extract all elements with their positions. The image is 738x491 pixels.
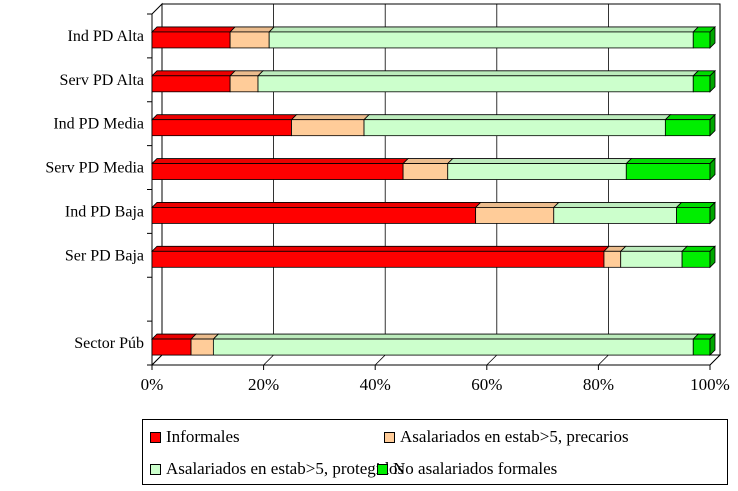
bar-serv-pd-alta-asalariados-en-estab-5-precarios [229,75,259,93]
y-tick-label-serv-pd-alta: Serv PD Alta [60,72,144,89]
legend-swatch-informales [150,431,161,443]
bar-ser-pd-baja-no-asalariados-formales [681,250,711,268]
bar-ind-pd-alta-asalariados-en-estab-5-protegidos-top [268,26,700,33]
bar-serv-pd-media-no-asalariados-formales-side [709,157,716,181]
x-tick-label-0: 0% [141,375,164,394]
bar-ind-pd-media-asalariados-en-estab-5-protegidos-top [363,114,672,121]
gridline-floor-60 [486,354,498,366]
bar-ind-pd-alta-informales [151,31,231,49]
bar-serv-pd-media-informales [151,163,404,180]
bar-ind-pd-media-no-asalariados-formales-side [709,113,716,137]
legend-item-precarios: Asalariados en estab>5, precarios [384,427,629,447]
bar-ind-pd-baja-asalariados-en-estab-5-protegidos-top [552,202,683,208]
bar-sector-p-b-asalariados-en-estab-5-protegidos-top [212,333,700,340]
bar-ind-pd-baja-asalariados-en-estab-5-precarios [475,207,555,224]
chart: 0% 20% 40% 60% 80% 100% Ind PD Alta Serv PD Alt… [45,2,730,394]
gridline-floor-100 [709,354,721,366]
bar-ind-pd-media-asalariados-en-estab-5-precarios [291,119,365,137]
bar-sector-p-b-asalariados-en-estab-5-precarios [190,338,214,356]
x-tick-label-20: 20% [248,375,279,394]
bar-ser-pd-baja-asalariados-en-estab-5-protegidos [620,250,683,268]
bar-ind-pd-media-asalariados-en-estab-5-protegidos [363,119,666,137]
legend-swatch-no-asalariados [377,463,388,475]
y-tick-label-ind-pd-baja: Ind PD Baja [65,203,144,220]
bar-ind-pd-baja-asalariados-en-estab-5-precarios-top [474,202,560,208]
x-tick-label-80: 80% [583,375,614,394]
bar-ser-pd-baja-informales-top [151,245,610,252]
bar-serv-pd-media-informales-top [151,158,410,164]
bar-ind-pd-baja-no-asalariados-formales-side [709,201,716,225]
bar-ind-pd-media-no-asalariados-formales [664,119,711,137]
bar-ind-pd-baja-informales [151,207,477,224]
bar-ind-pd-media-asalariados-en-estab-5-precarios-top [290,114,371,121]
bar-sector-p-b-no-asalariados-formales-side [709,333,716,357]
bar-ind-pd-alta-asalariados-en-estab-5-protegidos [268,31,694,49]
bar-ind-pd-baja-no-asalariados-formales [676,207,711,224]
bar-serv-pd-alta-informales-top [151,70,237,77]
bar-serv-pd-alta-asalariados-en-estab-5-protegidos-top [257,70,700,77]
plot-floor [150,354,722,366]
bar-ser-pd-baja-informales [151,250,605,268]
bar-ind-pd-media-informales-top [151,114,298,121]
bar-sector-p-b-no-asalariados-formales [692,338,711,356]
bar-sector-p-b-asalariados-en-estab-5-protegidos [212,338,694,356]
bar-serv-pd-media-asalariados-en-estab-5-protegidos [447,163,627,180]
bar-serv-pd-alta-no-asalariados-formales-side [709,69,716,93]
legend-label-no-asalariados: No asalariados formales [393,459,558,478]
bar-ind-pd-alta-informales-top [151,26,237,33]
bar-ser-pd-baja-asalariados-en-estab-5-protegidos-top [619,245,689,252]
legend-item-no-asalariados: No asalariados formales [377,459,557,479]
bar-serv-pd-media-no-asalariados-formales [625,163,711,180]
bar-ind-pd-alta-asalariados-en-estab-5-precarios [229,31,270,49]
bar-sector-p-b-informales-top [151,333,198,340]
y-tick-label-sector-p-b: Sector Púb [74,335,144,352]
bar-ind-pd-baja-asalariados-en-estab-5-protegidos [553,207,677,224]
bar-serv-pd-media-asalariados-en-estab-5-precarios-top [402,158,454,164]
bar-serv-pd-media-no-asalariados-formales-top [625,158,716,164]
bar-ind-pd-baja-informales-top [151,202,482,208]
y-tick-label-serv-pd-media: Serv PD Media [45,160,144,177]
bar-ser-pd-baja-no-asalariados-formales-side [709,245,716,269]
plot-side-wall [151,2,163,367]
legend-label-informales: Informales [166,427,240,446]
bar-ind-pd-alta-no-asalariados-formales-side [709,25,716,49]
bar-ind-pd-baja-no-asalariados-formales-top [675,202,716,208]
bar-serv-pd-alta-asalariados-en-estab-5-precarios-top [229,70,264,77]
bar-ind-pd-alta-asalariados-en-estab-5-precarios-top [229,26,276,33]
x-tick-label-100: 100% [690,375,730,394]
x-tick-label-60: 60% [471,375,502,394]
bar-serv-pd-media-asalariados-en-estab-5-protegidos-top [446,158,633,164]
gridline-floor-40 [374,354,386,366]
y-tick-label-ind-pd-alta: Ind PD Alta [68,28,144,45]
legend-item-protegidos: Asalariados en estab>5, protegidos [150,459,404,479]
y-tick-label-ser-pd-baja: Ser PD Baja [65,247,144,264]
bar-ind-pd-alta-no-asalariados-formales [692,31,711,49]
legend-label-protegidos: Asalariados en estab>5, protegidos [166,459,405,478]
bar-ser-pd-baja-no-asalariados-formales-top [681,245,716,252]
gridline-floor-20 [263,354,274,366]
y-tick-label-ind-pd-media: Ind PD Media [53,116,144,133]
bar-ser-pd-baja-asalariados-en-estab-5-precarios [603,250,622,268]
bar-serv-pd-media-asalariados-en-estab-5-precarios [402,163,449,180]
bar-sector-p-b-informales [151,338,192,356]
bar-ind-pd-media-informales [151,119,292,137]
bar-ind-pd-media-no-asalariados-formales-top [664,114,716,121]
bar-serv-pd-alta-asalariados-en-estab-5-protegidos [257,75,694,93]
legend-item-informales: Informales [150,427,240,447]
legend-swatch-precarios [384,431,395,443]
legend-label-precarios: Asalariados en estab>5, precarios [400,427,629,446]
legend: Informales Asalariados en estab>5, preca… [142,419,728,485]
legend-swatch-protegidos [150,463,161,475]
gridline-floor-80 [598,354,609,366]
x-tick-label-40: 40% [360,375,391,394]
bar-serv-pd-alta-no-asalariados-formales [692,75,711,93]
bar-serv-pd-alta-informales [151,75,231,93]
